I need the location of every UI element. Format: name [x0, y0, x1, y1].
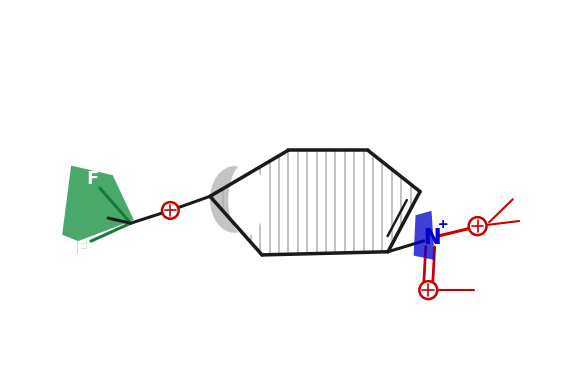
Ellipse shape [210, 166, 259, 233]
Ellipse shape [228, 163, 265, 236]
Text: F: F [76, 240, 88, 258]
Circle shape [162, 202, 179, 219]
Text: F: F [76, 240, 88, 258]
Polygon shape [62, 166, 134, 241]
Circle shape [469, 217, 487, 235]
Text: +: + [438, 218, 448, 231]
Polygon shape [414, 211, 435, 260]
Text: F: F [86, 170, 98, 188]
Circle shape [419, 281, 437, 299]
Text: N: N [423, 228, 440, 248]
Text: +: + [438, 218, 448, 231]
Text: F: F [86, 170, 98, 188]
Text: N: N [423, 228, 440, 248]
